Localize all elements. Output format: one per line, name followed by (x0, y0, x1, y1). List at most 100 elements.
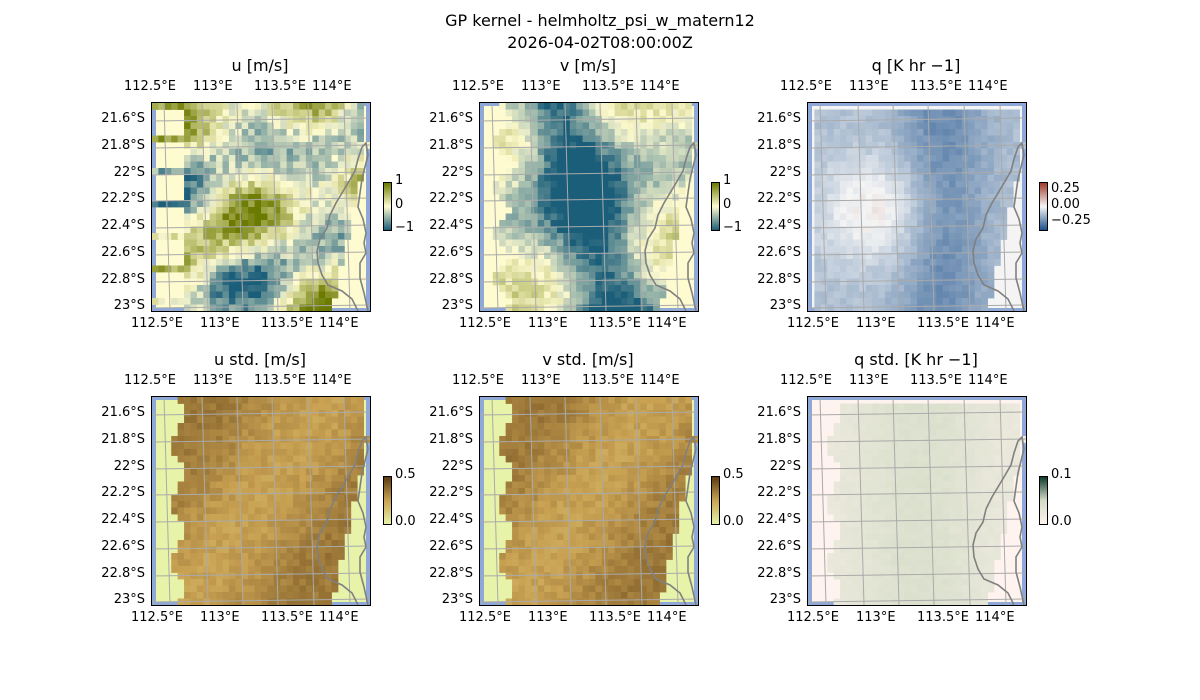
heatmap-cell (550, 213, 558, 221)
heatmap-cell (505, 488, 513, 495)
heatmap-cell (1000, 174, 1008, 182)
heatmap-cell (904, 194, 911, 201)
heatmap-cell (595, 187, 603, 195)
heatmap-cell (350, 410, 358, 417)
heatmap-cell (968, 122, 976, 130)
heatmap-cell (196, 291, 204, 299)
heatmap-cell (614, 194, 622, 201)
heatmap-cell (665, 527, 673, 534)
heatmap-cell (891, 285, 899, 292)
heatmap-cell (293, 272, 300, 279)
heatmap-cell (601, 103, 609, 110)
heatmap-cell (968, 403, 976, 411)
heatmap-cell (569, 455, 577, 463)
heatmap-cell (261, 207, 268, 214)
heatmap-cell (228, 304, 236, 311)
heatmap-cell (627, 559, 635, 567)
heatmap-cell (190, 252, 198, 260)
heatmap-cell (569, 200, 577, 208)
heatmap-cell (974, 410, 982, 417)
heatmap-cell (286, 200, 294, 208)
heatmap-cell (846, 174, 854, 182)
heatmap-cell (518, 494, 526, 502)
heatmap-cell (563, 265, 571, 273)
heatmap-cell (917, 285, 924, 292)
heatmap-cell (261, 488, 268, 495)
heatmap-cell (981, 291, 988, 299)
heatmap-cell (184, 403, 191, 411)
heatmap-cell (505, 397, 513, 404)
heatmap-cell (318, 501, 326, 508)
heatmap-cell (222, 455, 230, 463)
map-edge (366, 103, 370, 311)
heatmap-cell (305, 553, 313, 560)
heatmap-cell (646, 449, 654, 456)
heatmap-cell (820, 265, 828, 273)
heatmap-cell (884, 259, 892, 266)
heatmap-cell (550, 168, 558, 175)
heatmap-cell (280, 514, 288, 521)
heatmap-cell (299, 233, 307, 240)
heatmap-cell (865, 259, 873, 266)
heatmap-cell (665, 168, 673, 175)
heatmap-cell (872, 200, 879, 208)
heatmap-cell (344, 155, 352, 162)
heatmap-cell (318, 572, 326, 580)
heatmap-cell (601, 200, 609, 208)
heatmap-cell (216, 200, 223, 208)
heatmap-cell (968, 272, 976, 279)
heatmap-cell (827, 213, 835, 221)
heatmap-cell (280, 148, 288, 156)
heatmap-cell (621, 462, 628, 469)
heatmap-cell (344, 423, 352, 430)
heatmap-cell (646, 220, 654, 227)
heatmap-cell (672, 187, 680, 195)
heatmap-cell (653, 298, 660, 305)
heatmap-cell (961, 213, 969, 221)
heatmap-cell (305, 174, 313, 182)
colorbar-tick-label: −1 (723, 220, 743, 235)
heatmap-cell (512, 259, 519, 266)
heatmap-cell (357, 129, 364, 136)
heatmap-cell (216, 449, 223, 456)
map-panel (807, 396, 1027, 606)
heatmap-cell (968, 233, 976, 240)
heatmap-cell (872, 455, 879, 463)
heatmap-cell (621, 475, 628, 482)
heatmap-cell (286, 475, 294, 482)
heatmap-cell (216, 540, 223, 547)
heatmap-cell (261, 416, 268, 424)
heatmap-cell (337, 468, 345, 476)
heatmap-cell (640, 410, 648, 417)
heatmap-cell (955, 429, 963, 437)
heatmap-cell (569, 533, 577, 541)
heatmap-cell (846, 259, 854, 266)
heatmap-cell (505, 429, 513, 437)
heatmap-cell (305, 481, 313, 489)
heatmap-cell (531, 155, 539, 162)
heatmap-cell (633, 220, 641, 227)
heatmap-cell (184, 410, 191, 417)
heatmap-cell (897, 278, 905, 286)
map-edge (366, 397, 370, 605)
heatmap-cell (814, 272, 822, 279)
heatmap-cell (672, 397, 680, 404)
heatmap-cell (318, 592, 326, 599)
heatmap-cell (653, 252, 660, 260)
heatmap-cell (171, 298, 179, 305)
heatmap-cell (987, 442, 995, 450)
heatmap-cell (653, 449, 660, 456)
heatmap-cell (582, 468, 590, 476)
heatmap-cell (601, 181, 609, 188)
heatmap-cell (254, 527, 262, 534)
heatmap-cell (627, 501, 635, 508)
heatmap-cell (280, 233, 288, 240)
heatmap-cell (917, 272, 924, 279)
heatmap-cell (955, 468, 963, 476)
heatmap-cell (974, 135, 982, 143)
heatmap-cell (318, 410, 326, 417)
heatmap-cell (884, 142, 892, 149)
heatmap-cell (653, 416, 660, 424)
heatmap-cell (241, 540, 249, 547)
heatmap-cell (537, 252, 545, 260)
